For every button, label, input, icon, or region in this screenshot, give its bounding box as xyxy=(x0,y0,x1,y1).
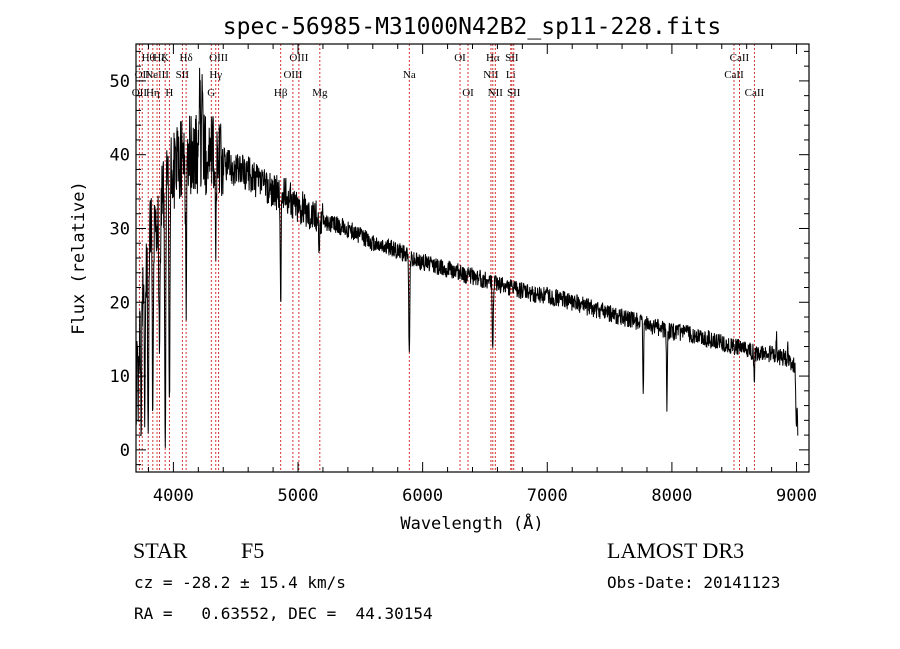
line-marker-label: Hα xyxy=(486,52,500,64)
line-marker-label: OI xyxy=(454,52,466,64)
line-marker-label: OII xyxy=(135,69,151,81)
line-marker-label: OIII xyxy=(209,52,228,64)
axis-layer: 4000 5000 6000 7000 8000 9000 0 10 20 30 40 50 xyxy=(110,44,817,506)
line-marker-label: NII xyxy=(488,87,504,99)
x-tick-label: 7000 xyxy=(527,486,568,506)
y-axis-label: Flux (relative) xyxy=(69,181,89,335)
line-marker-label: H xyxy=(165,87,173,99)
line-marker-layer: OIIOIIHθHηNeIIIHζKHSIIHδGHγOIIIHβOIIIOII… xyxy=(132,44,765,472)
line-marker-label: NeIII xyxy=(145,69,169,81)
x-tick-label: 5000 xyxy=(278,486,319,506)
line-marker-label: OIII xyxy=(283,69,302,81)
spectrum-line xyxy=(135,67,799,448)
line-marker-label: Hβ xyxy=(274,87,288,99)
x-tick-label: 6000 xyxy=(402,486,443,506)
line-marker-label: SII xyxy=(176,69,190,81)
survey-name: LAMOST DR3 xyxy=(607,538,745,563)
line-marker-label: K xyxy=(161,52,169,64)
line-marker-label: Li xyxy=(506,69,516,81)
x-axis-label: Wavelength (Å) xyxy=(400,512,543,534)
line-marker-label: CaII xyxy=(730,52,750,64)
coordinates: RA = 0.63552, DEC = 44.30154 xyxy=(134,604,433,623)
line-marker-label: OIII xyxy=(289,52,308,64)
observation-date: Obs-Date: 20141123 xyxy=(607,573,781,592)
spectrum-layer xyxy=(135,67,799,448)
line-marker-label: Hδ xyxy=(180,52,193,64)
y-tick-label: 30 xyxy=(110,219,130,239)
line-marker-label: Hθ xyxy=(142,52,155,64)
chart-title: spec-56985-M31000N42B2_sp11-228.fits xyxy=(223,14,722,40)
y-tick-label: 40 xyxy=(110,146,130,166)
x-tick-label: 8000 xyxy=(651,486,692,506)
x-tick-label: 9000 xyxy=(776,486,817,506)
y-tick-label: 20 xyxy=(110,293,130,313)
line-marker-label: NII xyxy=(483,69,499,81)
line-marker-label: Hγ xyxy=(209,69,222,81)
line-marker-label: OI xyxy=(462,87,474,99)
line-marker-label: CaII xyxy=(745,87,765,99)
line-marker-label: SII xyxy=(507,87,521,99)
plot-frame xyxy=(135,43,810,473)
line-marker-label: CaII xyxy=(724,69,744,81)
line-marker-label: Na xyxy=(403,69,416,81)
spectral-subclass: F5 xyxy=(241,538,265,563)
line-marker-label: G xyxy=(207,87,215,99)
redshift-velocity: cz = -28.2 ± 15.4 km/s xyxy=(134,573,346,592)
line-marker-label: Hη xyxy=(146,87,160,99)
line-marker-label: SII xyxy=(505,52,519,64)
object-class: STAR xyxy=(133,538,188,563)
y-tick-label: 10 xyxy=(110,367,130,387)
x-tick-label: 4000 xyxy=(153,486,194,506)
line-marker-label: Hζ xyxy=(153,52,166,64)
y-tick-label: 50 xyxy=(110,72,130,92)
y-tick-label: 0 xyxy=(120,441,130,461)
line-marker-label: Mg xyxy=(312,87,328,99)
